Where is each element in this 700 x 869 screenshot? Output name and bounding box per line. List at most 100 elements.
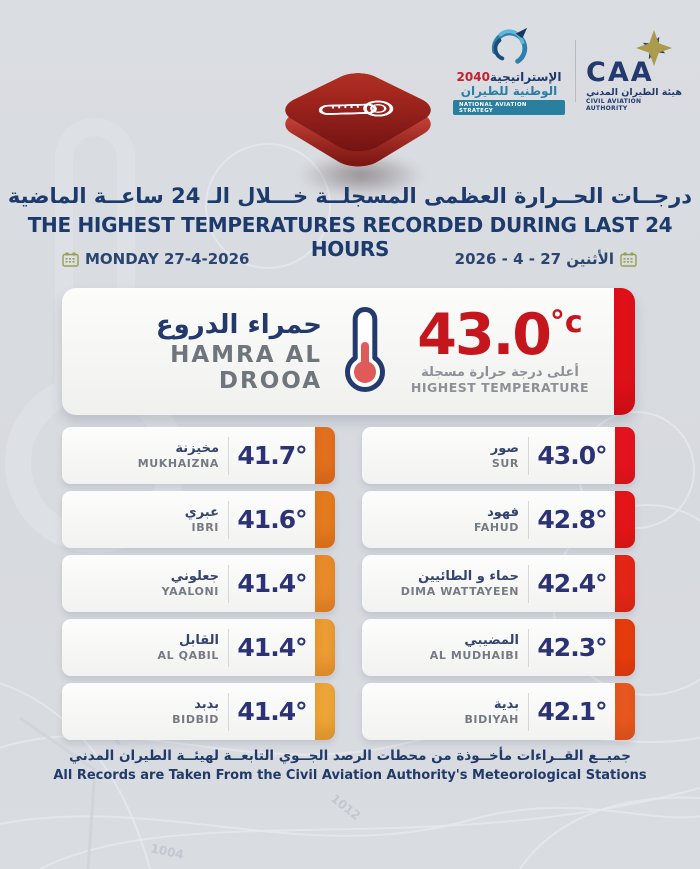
station-name: جعلوني YAALONI [62,569,228,599]
station-temperature: 42.8° [537,505,607,534]
temperature-unit: °c [549,304,583,340]
caa-name-arabic: هيئة الطيران المدني [586,87,682,98]
station-name-arabic: القابل [178,632,219,648]
temperature-stripe [614,288,635,415]
logo-divider [575,39,576,102]
station-name-arabic: بدية [493,696,519,712]
highest-label-arabic: أعلى درجة حرارة مسجلة [421,365,579,381]
station-name-english: BIDBID [172,712,219,726]
station-name-english: FAHUD [473,520,519,534]
temperature-stripe [315,555,335,612]
footer-note-english: All Records are Taken From the Civil Avi… [53,768,647,783]
station-temperature: 42.3° [537,633,607,662]
station-name: صور SUR [362,441,528,471]
station-temperature: 43.0° [537,441,607,470]
divider [228,500,229,539]
station-name: بدبد BIDBID [62,697,228,727]
station-name-english: SUR [491,456,519,470]
date-arabic: الأثنين 27 - 4 - 2026 [455,250,637,268]
highest-temperature-value: 43.0°c [417,301,583,368]
highest-station-name-english: HAMRA AL DROOA [170,341,322,394]
page-title-arabic: درجــات الحــرارة العظمى المسجلــة خـــل… [7,184,693,208]
divider [228,436,229,475]
station-name-english: MUKHAIZNA [137,456,219,470]
strategy-year: 2040 [456,70,490,84]
divider [528,692,529,731]
divider [528,500,529,539]
station-name-arabic: بدبد [194,696,219,712]
highest-temperature-card: حمراء الدروع HAMRA AL DROOA 43.0°c أعلى … [62,288,635,415]
station-column-right: صور SUR 43.0° فهود FAHUD 42.8° [362,427,635,740]
station-name: المضيبي AL MUDHAIBI [362,633,528,663]
station-name: عبري IBRI [62,505,228,535]
station-temperature: 41.4° [237,633,307,662]
divider [528,628,529,667]
date-row: MONDAY 27-4-2026 الأثنين 27 - 4 - 2026 [62,250,637,268]
strategy-title-arabic: الإستراتيجية2040 [456,70,562,84]
station-row: حماء و الطائيين DIMA WATTAYEEN 42.4° [362,555,635,612]
divider [528,564,529,603]
caa-star-icon [635,29,673,67]
thermometer-cube-3d [274,34,442,204]
station-row: بدبد BIDBID 41.4° [62,683,335,740]
station-temperature: 41.7° [237,441,307,470]
station-name: القابل AL QABIL [62,633,228,663]
temperature-stripe [615,619,635,676]
station-name-english: AL QABIL [157,648,219,662]
caa-logo: CAA هيئة الطيران المدني CIVIL AVIATION A… [586,29,682,112]
divider [228,692,229,731]
highest-station-name-arabic: حمراء الدروع [155,309,322,340]
divider [228,564,229,603]
station-temperature: 41.4° [237,569,307,598]
divider [528,436,529,475]
station-name-arabic: صور [490,440,519,456]
temperature-stripe [315,683,335,740]
station-row: صور SUR 43.0° [362,427,635,484]
calendar-icon [62,252,79,267]
strategy-swirl-icon [491,27,528,64]
station-name: حماء و الطائيين DIMA WATTAYEEN [362,569,528,599]
date-arabic-label: الأثنين 27 - 4 - 2026 [454,250,614,268]
date-english-label: MONDAY 27-4-2026 [85,250,250,268]
thermometer-icon [344,306,386,398]
caa-acronym: CAA [586,57,654,88]
station-row: المضيبي AL MUDHAIBI 42.3° [362,619,635,676]
station-name-english: AL MUDHAIBI [429,648,519,662]
temperature-stripe [315,491,335,548]
station-name-english: YAALONI [161,584,219,598]
station-name-arabic: حماء و الطائيين [418,568,519,584]
station-name: فهود FAHUD [362,505,528,535]
station-name: بدية BIDIYAH [362,697,528,727]
station-row: عبري IBRI 41.6° [62,491,335,548]
caa-name-english: CIVIL AVIATION AUTHORITY [586,98,642,112]
contour-label-1004: 1004 [149,841,185,862]
station-temperature: 42.4° [537,569,607,598]
station-row: فهود FAHUD 42.8° [362,491,635,548]
station-name-english: IBRI [191,520,219,534]
station-name-arabic: عبري [184,504,219,520]
temperature-stripe [315,427,335,484]
highest-label-english: HIGHEST TEMPERATURE [410,380,590,396]
station-temperature: 41.4° [237,697,307,726]
temperature-stripe [615,491,635,548]
station-list: مخيزنة MUKHAIZNA 41.7° عبري IBRI 41.6° [62,427,635,740]
station-temperature: 41.6° [237,505,307,534]
thermometer-glyph-icon [319,99,399,120]
strategy-caption-english: NATIONAL AVIATION STRATEGY [453,100,565,115]
station-row: جعلوني YAALONI 41.4° [62,555,335,612]
calendar-icon [620,252,637,267]
station-row: مخيزنة MUKHAIZNA 41.7° [62,427,335,484]
highest-station-name: حمراء الدروع HAMRA AL DROOA [62,310,338,394]
national-aviation-strategy-logo: الإستراتيجية2040 الوطنية للطيران NATIONA… [453,26,565,115]
divider [228,628,229,667]
station-row: بدية BIDIYAH 42.1° [362,683,635,740]
footer-note-arabic: جميــع القــراءات مأخــوذة من محطات الرص… [68,748,632,764]
date-english: MONDAY 27-4-2026 [62,250,249,268]
station-name-arabic: مخيزنة [175,440,219,456]
temperature-stripe [315,619,335,676]
temperature-stripe [615,427,635,484]
cube-top-face [274,68,442,159]
strategy-subtitle-arabic: الوطنية للطيران [460,84,558,98]
station-name-english: DIMA WATTAYEEN [400,584,519,598]
